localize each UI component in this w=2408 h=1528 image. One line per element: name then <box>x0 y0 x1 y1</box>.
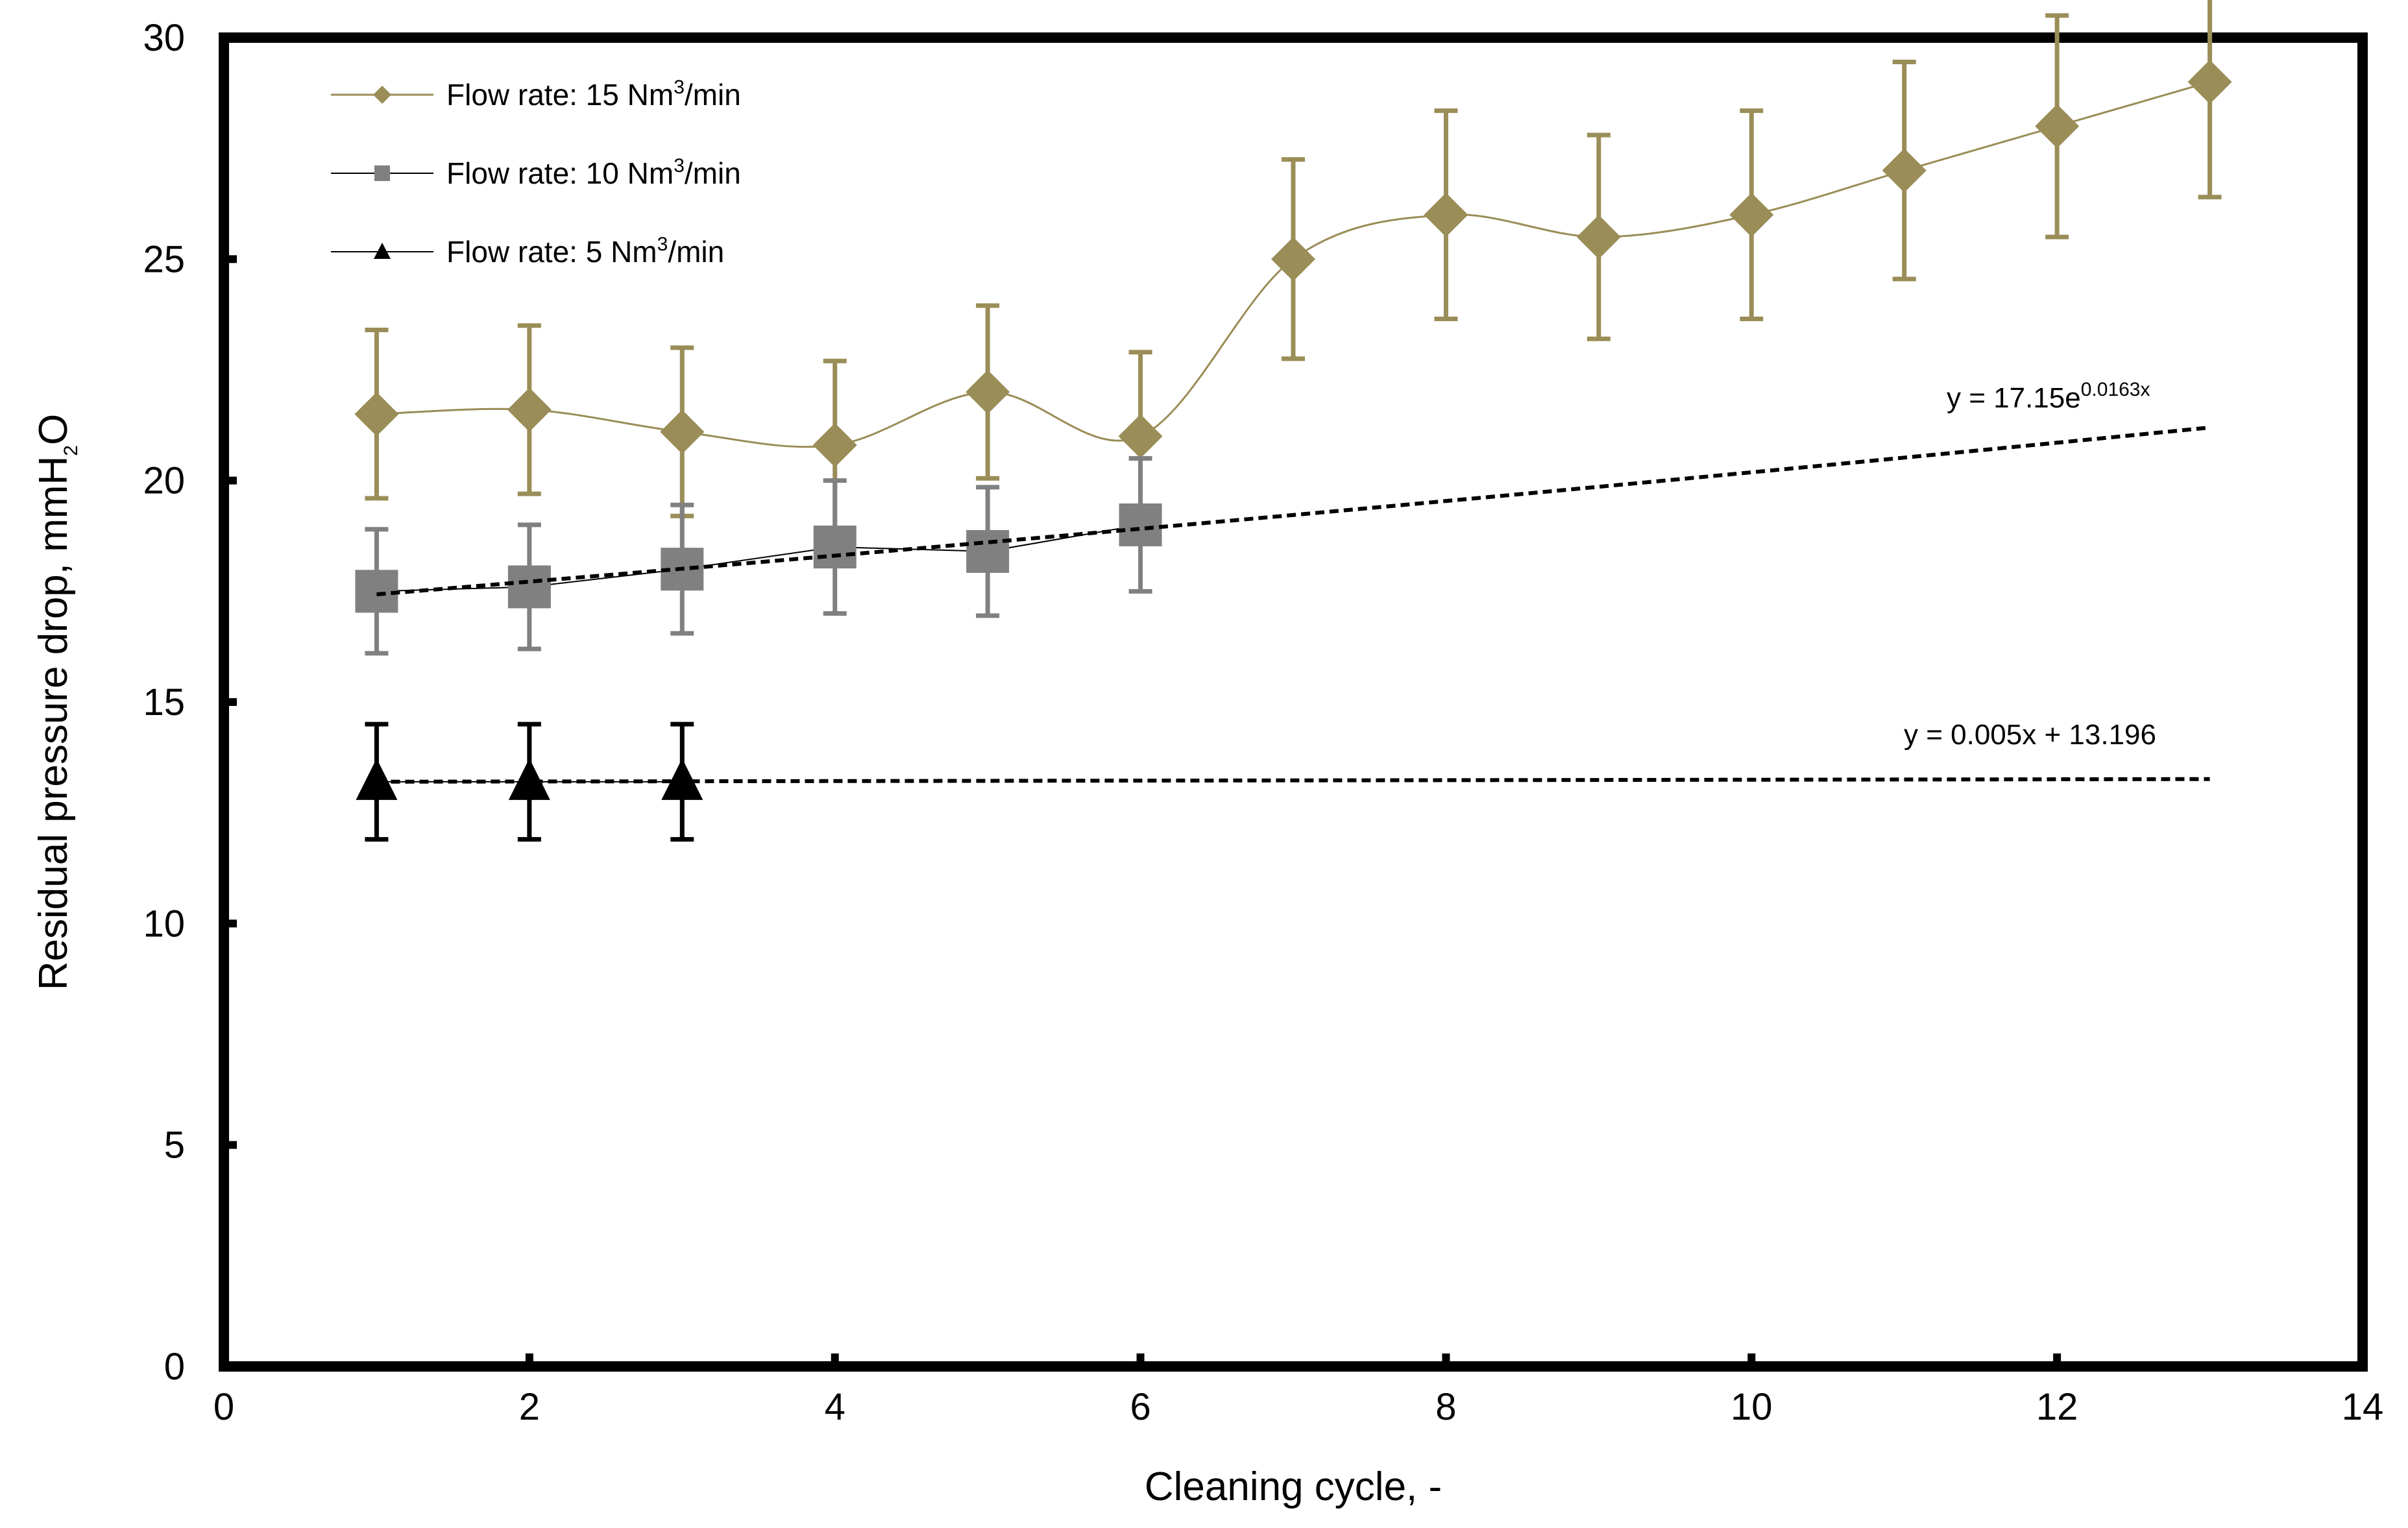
data-point-diamond <box>660 409 705 454</box>
series-3 <box>356 722 703 842</box>
data-point-triangle <box>508 758 550 800</box>
trendline-linear-equation: y = 0.005x + 13.196 <box>1904 719 2156 751</box>
legend: Flow rate: 15 Nm3/min Flow rate: 10 Nm3/… <box>331 77 741 269</box>
legend-item-10: Flow rate: 10 Nm3/min <box>331 155 741 190</box>
y-tick-label: 20 <box>143 460 185 502</box>
x-tick-labels: 0 2 4 6 8 10 12 14 <box>213 1386 2383 1428</box>
svg-text:Flow rate: 15 Nm3/min: Flow rate: 15 Nm3/min <box>446 77 741 112</box>
legend-item-5: Flow rate: 5 Nm3/min <box>331 234 724 269</box>
data-point-diamond <box>2187 60 2232 104</box>
data-point-diamond <box>507 387 552 432</box>
series-1 <box>354 0 2232 532</box>
legend-item-15: Flow rate: 15 Nm3/min <box>331 77 741 112</box>
x-tick-label: 2 <box>519 1386 540 1428</box>
x-tick-label: 0 <box>213 1386 234 1428</box>
y-tick-label: 30 <box>143 17 185 59</box>
data-point-square <box>1119 503 1162 546</box>
legend-square-icon <box>374 165 390 181</box>
x-axis-title: Cleaning cycle, - <box>1145 1464 1442 1509</box>
data-point-triangle <box>356 758 398 800</box>
x-tick-label: 12 <box>2036 1386 2078 1428</box>
y-tick-label: 25 <box>143 238 185 280</box>
x-tick-label: 8 <box>1435 1386 1456 1428</box>
x-tick-label: 4 <box>825 1386 845 1428</box>
axis-ticks <box>224 255 2061 1366</box>
series-line <box>376 524 1141 592</box>
data-point-diamond <box>2035 104 2080 149</box>
data-point-diamond <box>1424 193 1468 237</box>
y-tick-label: 5 <box>164 1124 185 1167</box>
data-point-diamond <box>812 423 857 468</box>
data-point-diamond <box>1118 414 1163 459</box>
data-point-diamond <box>966 370 1010 415</box>
legend-diamond-icon <box>373 86 391 104</box>
y-tick-labels: 0 5 10 15 20 25 30 <box>143 17 185 1388</box>
y-tick-label: 0 <box>164 1346 185 1388</box>
trendline-exp-equation: y = 17.15e0.0163x <box>1947 379 2150 414</box>
data-point-diamond <box>1882 148 1927 193</box>
legend-triangle-icon <box>374 243 391 259</box>
x-tick-label: 10 <box>1731 1386 1773 1428</box>
y-tick-label: 10 <box>143 903 185 945</box>
data-point-triangle <box>661 758 703 800</box>
x-tick-label: 14 <box>2342 1386 2384 1428</box>
y-axis-title: Residual pressure drop, mmH2O <box>31 414 82 990</box>
trendline-exponential <box>376 425 2210 596</box>
data-point-square <box>813 526 857 569</box>
trendline-linear <box>376 777 2210 784</box>
x-tick-label: 6 <box>1130 1386 1150 1428</box>
trendline-layer <box>376 425 2210 784</box>
svg-text:Flow rate: 10 Nm3/min: Flow rate: 10 Nm3/min <box>446 155 741 190</box>
svg-text:Flow rate: 5 Nm3/min: Flow rate: 5 Nm3/min <box>446 234 724 269</box>
data-point-diamond <box>1271 237 1315 282</box>
data-point-diamond <box>1576 215 1621 260</box>
data-point-square <box>966 529 1010 573</box>
y-tick-label: 15 <box>143 681 185 723</box>
data-point-diamond <box>354 392 399 437</box>
data-point-square <box>507 565 551 609</box>
data-point-diamond <box>1729 193 1774 237</box>
